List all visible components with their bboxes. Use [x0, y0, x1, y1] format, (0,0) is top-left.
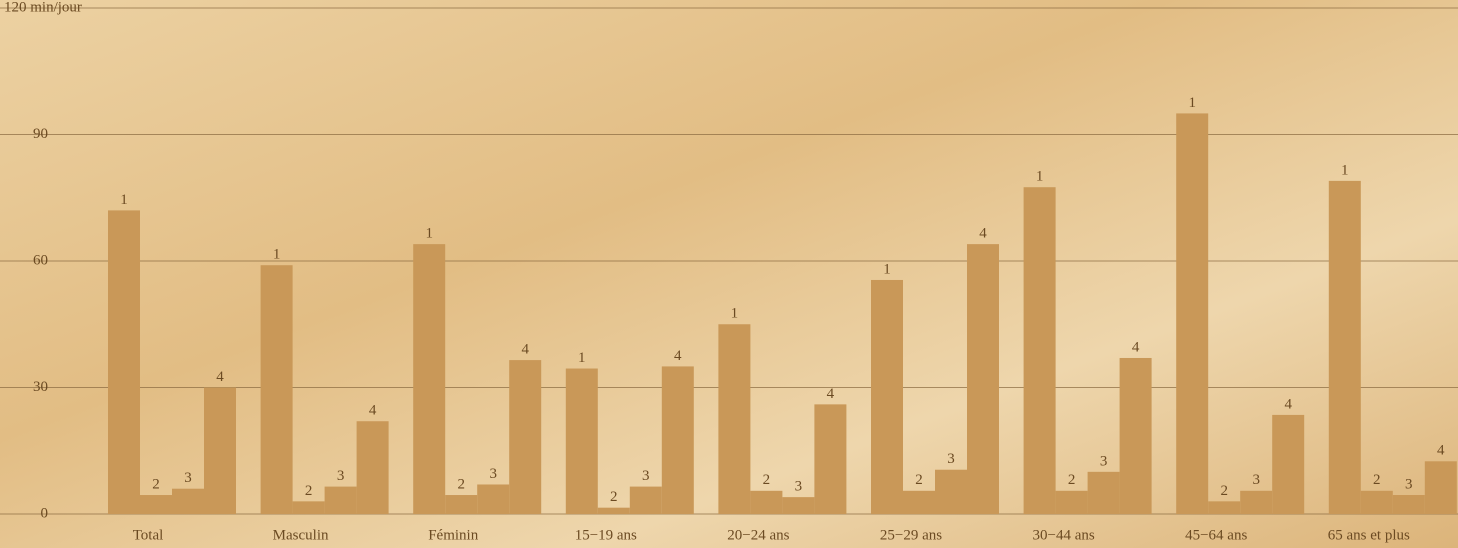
bar-label: 2 [915, 472, 923, 488]
x-tick-label: Féminin [428, 527, 479, 543]
x-tick-label: 25−29 ans [880, 527, 942, 543]
bar-label: 2 [763, 472, 771, 488]
y-tick-label: 90 [33, 126, 48, 142]
bar-label: 3 [1100, 453, 1108, 469]
bar-label: 3 [489, 466, 497, 482]
bar-label: 1 [1036, 169, 1044, 185]
bar-label: 4 [674, 348, 682, 364]
bar [661, 366, 694, 514]
bar [1328, 180, 1361, 514]
bar-label: 4 [1437, 443, 1445, 459]
bar-label: 4 [979, 226, 987, 242]
bar-label: 3 [795, 479, 803, 495]
bar [1272, 414, 1305, 514]
y-tick-label: 30 [33, 379, 48, 395]
bar [597, 507, 630, 514]
x-tick-label: Total [133, 527, 164, 543]
bar-label: 4 [1284, 396, 1292, 412]
bar-label: 2 [152, 476, 160, 492]
bar [903, 490, 935, 514]
bar-label: 3 [1252, 472, 1260, 488]
x-tick-label: 65 ans et plus [1328, 527, 1410, 543]
bar-label: 4 [521, 342, 529, 358]
bar [871, 279, 903, 514]
bar [1424, 461, 1457, 514]
bar [814, 404, 847, 514]
bar [356, 421, 389, 514]
x-tick-label: 20−24 ans [727, 527, 789, 543]
bar [750, 490, 783, 514]
y-tick-label: 120 min/jour [4, 0, 82, 15]
bar-label: 2 [1373, 472, 1381, 488]
bar-label: 1 [731, 306, 739, 322]
bar-label: 3 [947, 451, 955, 467]
bar-label: 3 [184, 470, 192, 486]
bar [1087, 471, 1120, 514]
bar-label: 2 [610, 489, 618, 505]
bar-label: 4 [1132, 339, 1140, 355]
y-tick-label: 60 [33, 252, 48, 268]
bar-label: 4 [827, 386, 835, 402]
bar-label: 1 [425, 226, 433, 242]
x-tick-label: Masculin [273, 527, 329, 543]
y-tick-label: 0 [41, 505, 49, 521]
bar-label: 3 [337, 468, 345, 484]
bar [260, 265, 293, 514]
bar-label: 3 [642, 468, 650, 484]
bar [204, 387, 236, 514]
bar-label: 2 [1068, 472, 1076, 488]
bar [1208, 501, 1241, 514]
bar-label: 3 [1405, 476, 1413, 492]
bar-label: 2 [1220, 483, 1228, 499]
x-tick-label: 30−44 ans [1032, 527, 1094, 543]
bar [718, 324, 751, 514]
bar [565, 368, 598, 514]
bar [292, 501, 325, 514]
bar-label: 1 [1341, 162, 1349, 178]
bar-label: 2 [457, 476, 465, 492]
bar [509, 360, 542, 514]
bar [413, 244, 446, 514]
bar [1119, 357, 1152, 514]
bar-label: 1 [120, 192, 128, 208]
x-tick-label: 15−19 ans [575, 527, 637, 543]
bar [140, 495, 172, 514]
bar-label: 1 [273, 247, 281, 263]
bar-label: 4 [369, 403, 377, 419]
bar-label: 1 [883, 261, 891, 277]
bar [1240, 490, 1273, 514]
bar-label: 1 [1188, 95, 1196, 111]
bar [967, 244, 999, 514]
bar-label: 2 [305, 483, 313, 499]
bar [1055, 490, 1088, 514]
x-tick-label: 45−64 ans [1185, 527, 1247, 543]
bar-label: 1 [578, 350, 586, 366]
bar-label: 4 [216, 369, 224, 385]
bar [1360, 490, 1393, 514]
bar [108, 210, 140, 514]
bar [782, 497, 815, 514]
bar [172, 488, 204, 514]
bar [477, 484, 510, 514]
bar [324, 486, 357, 514]
bar [1176, 113, 1209, 515]
bar [935, 469, 967, 514]
bar [1392, 495, 1425, 514]
bar [629, 486, 662, 514]
bar [445, 495, 478, 514]
bar [1023, 187, 1056, 515]
